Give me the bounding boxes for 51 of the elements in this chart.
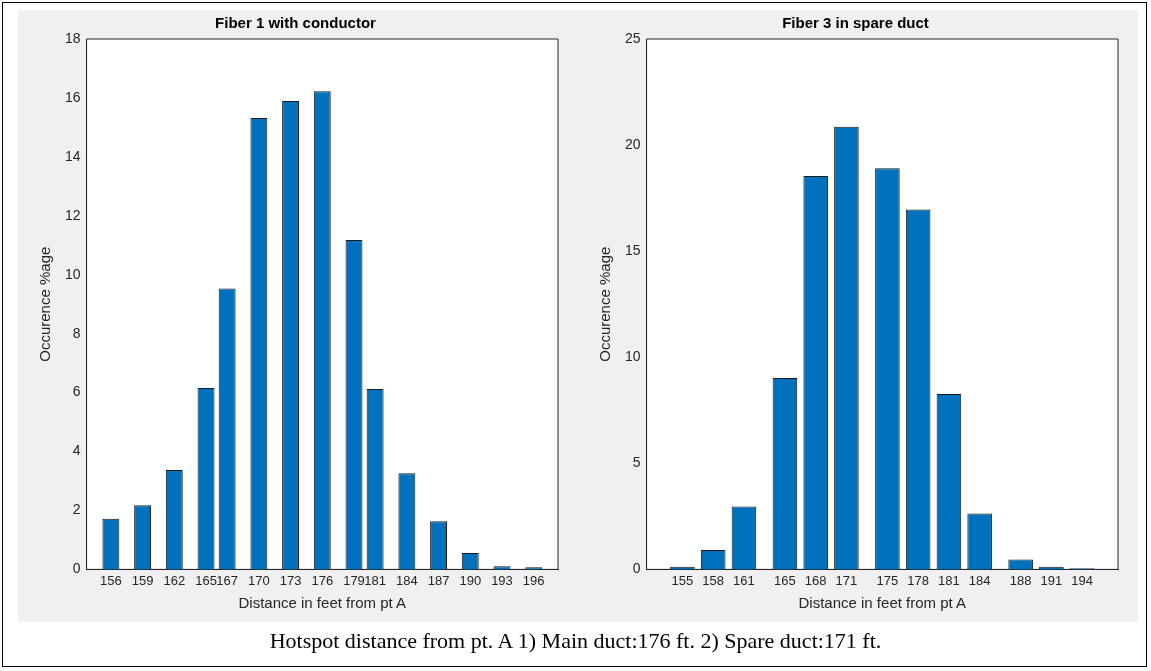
x-tick-label: 187 [427, 572, 450, 588]
x-tick-label: 188 [1009, 572, 1032, 588]
y-axis-title: Occurence %age [596, 246, 614, 362]
x-tick-label: 191 [1040, 572, 1063, 588]
y-tick-label: 10 [64, 265, 81, 282]
x-tick-label: 194 [1071, 572, 1093, 588]
x-tick-label: 193 [491, 572, 513, 588]
y-tick-label: 0 [632, 560, 641, 577]
text: Hotspot distance from pt. A 1) Main duct:176 ft. 2) Spare duct:171 ft. [268, 628, 883, 654]
x-tick-label: 165 [195, 572, 217, 588]
x-tick-label: 196 [522, 572, 545, 588]
chart-title: Fiber 3 in spare duct [782, 14, 929, 32]
y-tick-label: 8 [72, 324, 81, 341]
x-tick-label: 170 [248, 572, 270, 588]
y-tick-label: 0 [72, 560, 81, 577]
x-tick-label: 175 [876, 572, 899, 588]
y-tick-label: 12 [64, 206, 81, 223]
x-tick-label: 165 [774, 572, 796, 588]
x-tick-label: 158 [702, 572, 725, 588]
x-axis-title: Distance in feet from pt A [238, 594, 407, 612]
x-tick-label: 161 [733, 572, 755, 588]
y-tick-label: 5 [632, 454, 641, 471]
y-tick-label: 14 [64, 147, 81, 164]
x-tick-label: 167 [216, 572, 239, 588]
x-tick-label: 155 [671, 572, 694, 588]
x-tick-label: 171 [835, 572, 858, 588]
x-tick-label: 173 [279, 572, 302, 588]
y-tick-label: 6 [72, 383, 81, 400]
x-axis-title: Distance in feet from pt A [798, 594, 967, 612]
y-tick-label: 4 [72, 442, 81, 459]
y-axis-title: Occurence %age [36, 246, 54, 362]
x-tick-label: 176 [311, 572, 334, 588]
chart-title: Fiber 1 with conductor [215, 14, 377, 32]
x-tick-label: 179 [343, 572, 365, 588]
x-tick-label: 156 [100, 572, 122, 588]
y-tick-label: 15 [624, 242, 641, 259]
x-tick-label: 178 [907, 572, 930, 588]
x-tick-label: 181 [938, 572, 960, 588]
y-tick-label: 25 [624, 29, 641, 46]
x-tick-label: 159 [131, 572, 154, 588]
x-tick-label: 168 [804, 572, 827, 588]
x-tick-label: 184 [396, 572, 418, 588]
y-tick-label: 16 [64, 88, 81, 105]
y-tick-label: 2 [72, 501, 81, 518]
x-tick-label: 184 [968, 572, 991, 588]
y-tick-label: 18 [64, 29, 81, 46]
y-tick-label: 20 [624, 135, 641, 152]
x-tick-label: 181 [364, 572, 386, 588]
x-tick-label: 162 [163, 572, 186, 588]
x-tick-label: 190 [459, 572, 482, 588]
y-tick-label: 10 [624, 348, 641, 365]
